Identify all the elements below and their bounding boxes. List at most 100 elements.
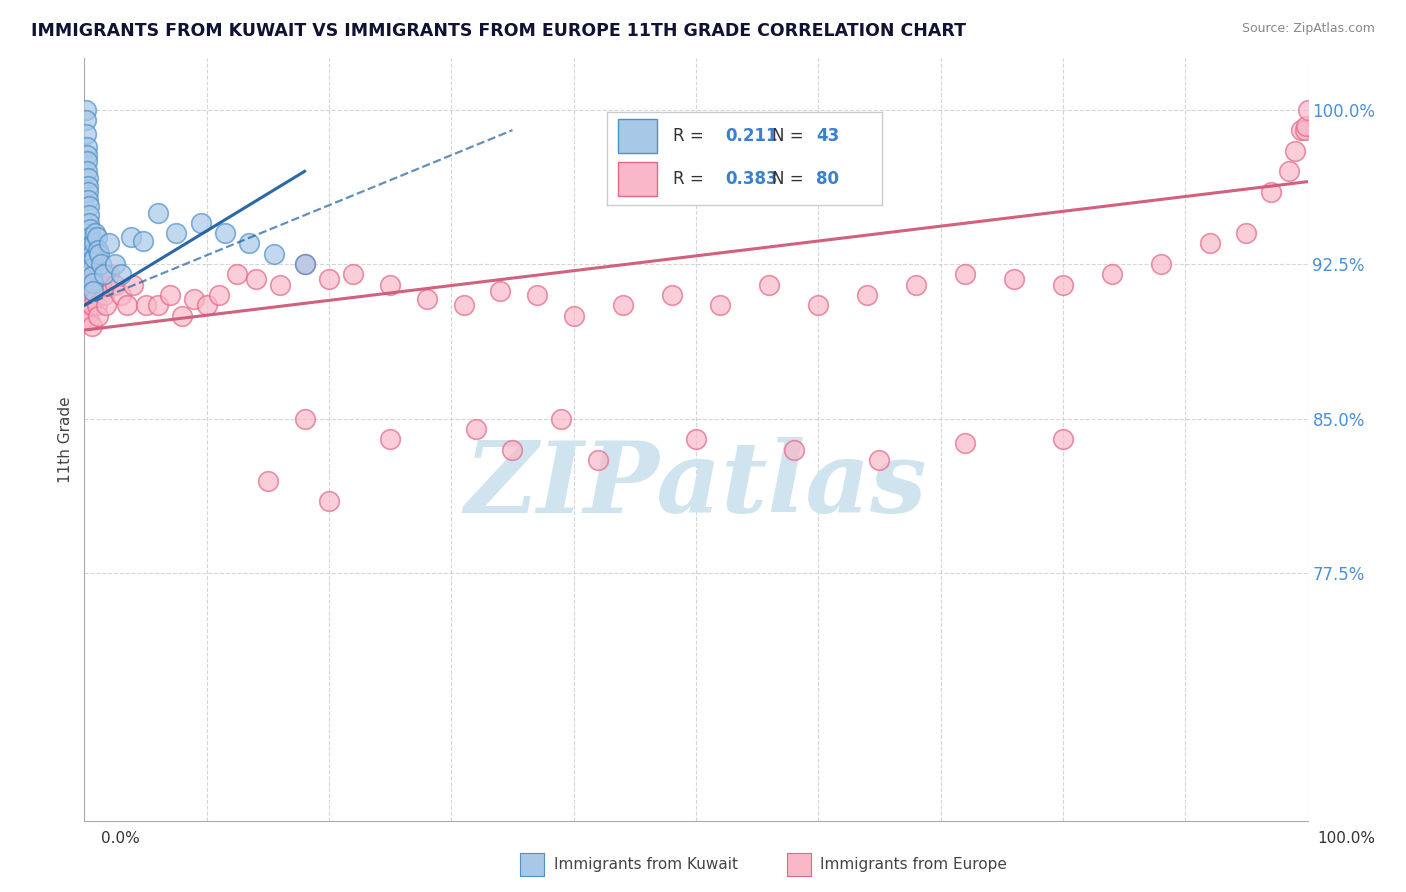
Point: [464, 422, 486, 436]
Point: [135, 298, 157, 312]
Point: [90, 277, 112, 292]
Point: [294, 411, 316, 425]
Text: Immigrants from Kuwait: Immigrants from Kuwait: [554, 857, 738, 871]
Point: [294, 257, 316, 271]
Point: [80, 261, 103, 276]
Point: [80, 298, 103, 312]
Text: 43: 43: [815, 127, 839, 145]
Text: R =: R =: [673, 170, 709, 188]
Point: [77, 199, 100, 213]
Point: [1260, 185, 1282, 199]
Point: [661, 288, 683, 302]
Point: [1150, 257, 1173, 271]
Bar: [619, 162, 657, 196]
Point: [87, 309, 110, 323]
Bar: [619, 119, 657, 153]
Point: [76, 148, 98, 162]
Point: [489, 284, 512, 298]
Text: 0.211: 0.211: [725, 127, 778, 145]
Point: [86, 298, 108, 312]
Point: [80, 318, 103, 333]
Point: [612, 298, 634, 312]
Point: [159, 288, 181, 302]
Point: [77, 298, 100, 312]
Point: [807, 298, 830, 312]
Point: [1295, 119, 1317, 133]
Point: [110, 268, 132, 282]
Point: [122, 277, 145, 292]
Text: 80: 80: [815, 170, 839, 188]
Point: [82, 276, 104, 290]
Point: [79, 238, 101, 252]
Point: [294, 257, 316, 271]
Point: [90, 257, 112, 271]
Point: [87, 268, 110, 282]
Point: [318, 271, 340, 285]
Point: [97, 268, 120, 282]
Point: [1101, 268, 1123, 282]
Point: [79, 257, 101, 271]
Text: N =: N =: [772, 170, 808, 188]
Point: [380, 432, 402, 446]
Point: [183, 292, 205, 306]
Point: [550, 411, 572, 425]
Point: [77, 312, 100, 326]
Point: [453, 298, 475, 312]
Point: [953, 268, 976, 282]
Point: [77, 236, 100, 251]
Point: [75, 247, 97, 261]
Point: [905, 277, 928, 292]
Point: [318, 494, 340, 508]
Text: R =: R =: [673, 127, 709, 145]
Point: [165, 226, 187, 240]
Point: [208, 288, 231, 302]
Text: 0.0%: 0.0%: [101, 831, 141, 847]
Point: [856, 288, 879, 302]
Point: [783, 442, 806, 457]
Point: [79, 288, 101, 302]
Point: [87, 243, 110, 257]
Point: [75, 268, 97, 282]
Point: [80, 247, 103, 261]
Text: Immigrants from Europe: Immigrants from Europe: [820, 857, 1007, 871]
Point: [77, 208, 100, 222]
Point: [79, 230, 101, 244]
Point: [709, 298, 731, 312]
Point: [76, 164, 98, 178]
Point: [104, 257, 127, 271]
Point: [80, 252, 103, 267]
Point: [110, 288, 132, 302]
Point: [76, 309, 98, 323]
Point: [76, 154, 98, 169]
Point: [77, 170, 100, 185]
Point: [263, 247, 285, 261]
Point: [586, 453, 609, 467]
Point: [1278, 164, 1301, 178]
Point: [269, 277, 291, 292]
Point: [77, 216, 100, 230]
Point: [214, 226, 236, 240]
Point: [75, 112, 97, 127]
Text: ZIPatlas: ZIPatlas: [465, 437, 927, 533]
Point: [83, 251, 105, 265]
Point: [1284, 144, 1306, 158]
Point: [104, 277, 127, 292]
Point: [76, 288, 98, 302]
Point: [1052, 277, 1074, 292]
Point: [120, 230, 142, 244]
Text: N =: N =: [772, 127, 808, 145]
Point: [82, 247, 104, 261]
Point: [953, 436, 976, 450]
Point: [76, 139, 98, 153]
Point: [96, 298, 118, 312]
Point: [132, 235, 155, 249]
Point: [75, 127, 97, 141]
Point: [758, 277, 780, 292]
Text: Source: ZipAtlas.com: Source: ZipAtlas.com: [1241, 22, 1375, 36]
Point: [77, 185, 100, 199]
Point: [77, 277, 100, 292]
Point: [97, 236, 120, 251]
Point: [416, 292, 439, 306]
Point: [146, 298, 169, 312]
Point: [380, 277, 402, 292]
